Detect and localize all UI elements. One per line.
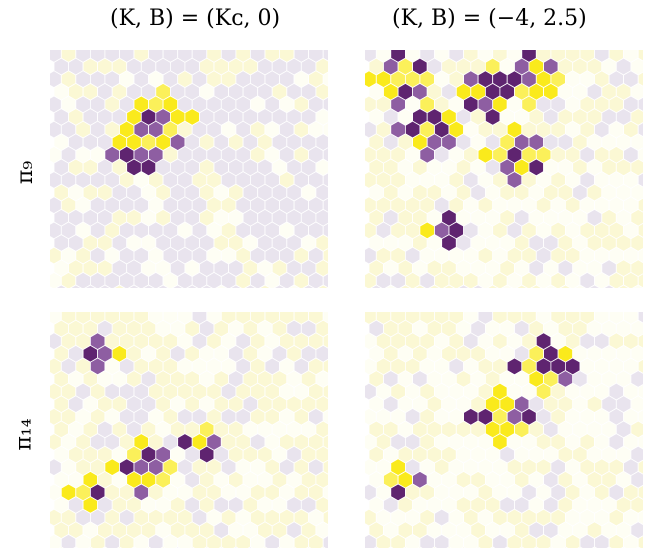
hex-cell: [157, 284, 170, 288]
hex-cell: [544, 284, 557, 288]
hex-cell: [69, 284, 82, 288]
hex-cell: [229, 284, 242, 288]
hex-cell: [617, 284, 630, 288]
hex-cell: [428, 284, 441, 288]
column-title-right: (K, B) = (−4, 2.5): [392, 6, 587, 31]
hex-panel-top-right: [365, 50, 643, 288]
hex-cell: [603, 284, 616, 288]
hex-cell: [200, 284, 213, 288]
hex-cell: [573, 284, 586, 288]
hex-panel-top-left: [50, 50, 328, 288]
hex-cell: [273, 284, 286, 288]
hex-cell: [55, 284, 68, 288]
hex-cell: [113, 284, 126, 288]
hex-grid: [365, 312, 643, 548]
hex-cell: [370, 284, 383, 288]
hex-cell: [317, 284, 328, 288]
hex-cell: [186, 284, 199, 288]
hex-cell: [399, 284, 412, 288]
hex-cell: [302, 284, 315, 288]
hex-cell: [258, 284, 271, 288]
hex-panel-bottom-right: [365, 312, 643, 548]
hex-grid: [50, 50, 328, 288]
hex-cell: [515, 284, 528, 288]
hex-cell: [501, 284, 514, 288]
hex-cell: [472, 284, 485, 288]
hex-grid: [365, 50, 643, 288]
hex-cell: [588, 284, 601, 288]
column-title-left: (K, B) = (Kᴄ, 0): [110, 6, 281, 31]
hex-grid: [50, 312, 328, 548]
hex-cell: [288, 284, 301, 288]
hex-cell: [142, 284, 155, 288]
hex-cell: [632, 284, 643, 288]
hex-cell: [530, 284, 543, 288]
hex-cell: [486, 284, 499, 288]
hex-cell: [215, 284, 228, 288]
hex-cell: [457, 284, 470, 288]
hex-cell: [171, 284, 184, 288]
hex-cell: [244, 284, 257, 288]
hex-cell: [384, 284, 397, 288]
hex-cell: [127, 284, 141, 288]
hex-panel-bottom-left: [50, 312, 328, 548]
hex-cell: [559, 284, 572, 288]
hex-cell: [98, 284, 111, 288]
hex-cell: [413, 284, 426, 288]
row-label-bottom: π₁₄: [11, 418, 37, 451]
hex-cell: [442, 284, 456, 288]
hex-cell: [84, 284, 97, 288]
row-label-top: π₉: [13, 160, 39, 185]
